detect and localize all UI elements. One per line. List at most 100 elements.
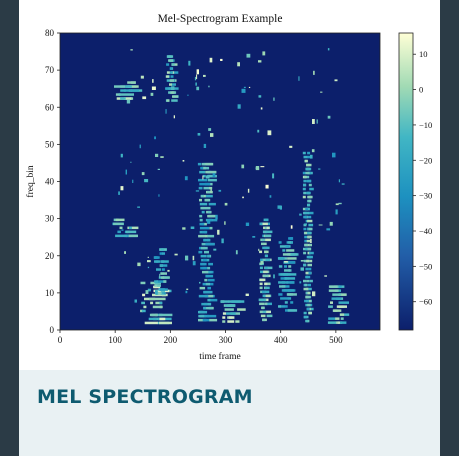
heatmap-cell: [262, 294, 266, 298]
heatmap-cell: [282, 249, 286, 252]
heatmap-cell: [263, 290, 270, 294]
heatmap-cell: [308, 299, 312, 303]
heatmap-cell: [305, 267, 309, 271]
heatmap-cell: [200, 206, 204, 210]
heatmap-cell: [165, 87, 172, 90]
heatmap-cell: [305, 208, 309, 211]
x-axis-label: time frame: [199, 351, 240, 362]
heatmap-cell: [155, 290, 158, 295]
heatmap-cell: [207, 190, 210, 194]
heatmap-cell: [307, 215, 312, 219]
heatmap-cell: [332, 152, 336, 158]
heatmap-cell: [203, 74, 206, 77]
heatmap-cell: [308, 283, 311, 287]
heatmap-cell: [166, 71, 170, 74]
heatmap-cell: [338, 179, 340, 183]
heatmap-cell: [265, 238, 271, 242]
y-tick-label: 80: [45, 28, 55, 38]
heatmap-cell: [284, 277, 296, 280]
heatmap-cell: [160, 260, 169, 263]
heatmap-cell: [203, 194, 207, 198]
heatmap-cell: [265, 218, 269, 222]
heatmap-cell: [311, 149, 315, 153]
heatmap-cell: [307, 203, 311, 207]
heatmap-cell: [169, 83, 172, 86]
heatmap-cell: [303, 227, 307, 231]
heatmap-cell: [266, 222, 270, 226]
heatmap-cell: [147, 288, 151, 292]
heatmap-cell: [152, 79, 154, 83]
heatmap-cell: [237, 104, 241, 109]
heatmap-cell: [125, 169, 127, 175]
heatmap-cell: [166, 63, 170, 66]
heatmap-cell: [198, 314, 205, 318]
heatmap-cell: [132, 179, 134, 183]
heatmap-cell: [260, 166, 265, 168]
heatmap-cell: [261, 306, 265, 310]
heatmap-cell: [208, 178, 217, 182]
heatmap-cell: [309, 187, 314, 191]
heatmap-cell: [114, 85, 126, 88]
heatmap-cell: [280, 297, 289, 300]
heatmap-cell: [194, 76, 197, 81]
heatmap-cell: [303, 315, 308, 319]
heatmap-cell: [182, 160, 185, 162]
heatmap-cell: [284, 265, 287, 268]
heatmap-cell: [196, 74, 198, 80]
heatmap-cell: [258, 248, 260, 252]
heatmap-cell: [204, 294, 214, 298]
heatmap-cell: [172, 95, 179, 98]
heatmap-cell: [118, 93, 134, 96]
heatmap-cell: [171, 63, 175, 66]
heatmap-cell: [260, 314, 266, 318]
heatmap-cell: [267, 130, 272, 136]
heatmap-cell: [288, 237, 294, 240]
heatmap-cell: [298, 76, 300, 81]
heatmap-cell: [328, 285, 338, 288]
heatmap-cell: [152, 305, 162, 309]
heatmap-cell: [308, 287, 312, 291]
heatmap-cell: [142, 293, 146, 297]
heatmap-cell: [155, 301, 162, 305]
heatmap-cell: [144, 179, 149, 183]
heatmap-cell: [142, 96, 147, 100]
heatmap-cell: [303, 155, 308, 159]
heatmap-cell: [167, 269, 170, 272]
heatmap-cell: [203, 222, 207, 226]
heatmap-cell: [220, 300, 230, 303]
heatmap-cell: [117, 230, 121, 234]
heatmap-cell: [212, 173, 216, 177]
heatmap-cell: [304, 235, 308, 239]
heatmap-cell: [202, 282, 206, 286]
heatmap-cell: [140, 309, 144, 313]
heatmap-cell: [201, 230, 208, 234]
heatmap-cell: [335, 203, 339, 206]
heatmap-cell: [266, 274, 271, 278]
y-tick-label: 60: [45, 102, 55, 112]
heatmap-cell: [262, 51, 266, 56]
heatmap-cell: [155, 281, 161, 285]
heatmap-cell: [262, 258, 266, 262]
heatmap-cell: [282, 253, 292, 256]
heatmap-cell: [307, 231, 311, 235]
heatmap-cell: [303, 215, 307, 219]
heatmap-cell: [278, 281, 285, 284]
colorbar-tick-label: −20: [419, 155, 432, 165]
heatmap-cell: [332, 293, 342, 296]
heatmap-cell: [160, 276, 164, 279]
heatmap-cell: [207, 182, 211, 186]
heatmap-cell: [209, 218, 218, 222]
heatmap-cell: [299, 281, 302, 284]
heatmap-cell: [201, 162, 205, 166]
heatmap-cell: [207, 254, 211, 258]
heatmap-cell: [263, 274, 269, 278]
heatmap-cell: [207, 234, 215, 238]
heatmap-cell: [209, 186, 213, 190]
heatmap-cell: [169, 79, 175, 82]
colorbar-tick-label: −10: [419, 120, 432, 130]
heatmap-cell: [174, 253, 178, 256]
heatmap-cell: [318, 224, 323, 226]
heatmap-cell: [172, 71, 179, 74]
heatmap-cell: [205, 234, 208, 238]
heatmap-cell: [198, 294, 209, 298]
